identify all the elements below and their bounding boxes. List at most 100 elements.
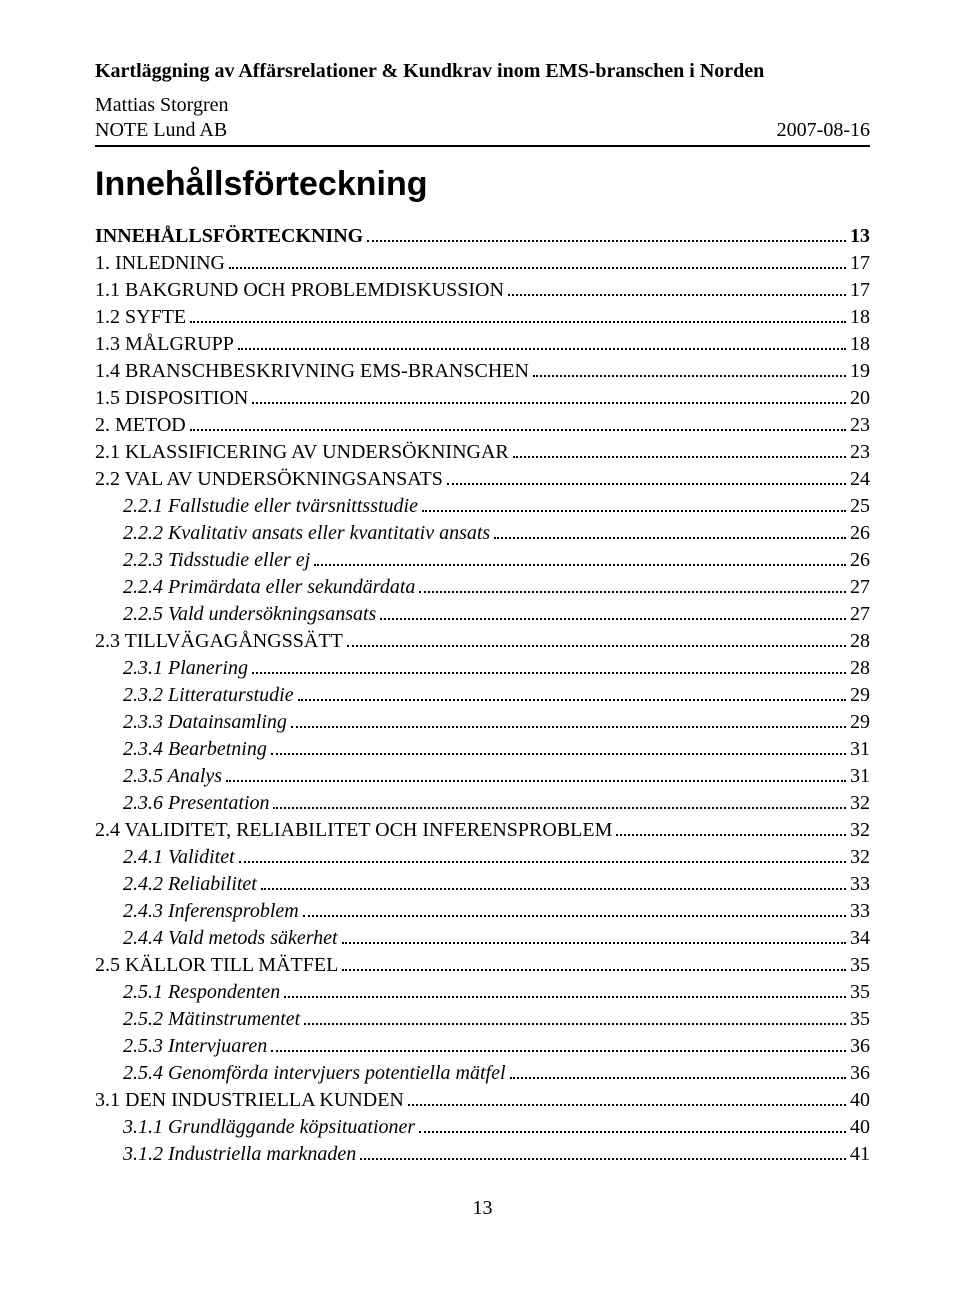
toc-entry: 1.3 MÅLGRUPP 18 (95, 330, 870, 357)
toc-entry-page: 40 (850, 1115, 870, 1140)
toc-entry-page: 26 (850, 521, 870, 546)
toc-entry-page: 32 (850, 818, 870, 843)
toc-entry: 2.3.2 Litteraturstudie 29 (95, 681, 870, 708)
toc-entry-label: 2. METOD (95, 413, 186, 438)
toc-entry: 1. INLEDNING 17 (95, 249, 870, 276)
toc-leader-dots (616, 816, 846, 836)
author-name: Mattias Storgren (95, 93, 229, 118)
header-left: Mattias Storgren NOTE Lund AB (95, 93, 229, 143)
toc-entry: 2.4.4 Vald metods säkerhet 34 (95, 924, 870, 951)
toc-entry-label: 2.3.2 Litteraturstudie (123, 683, 294, 708)
toc-leader-dots (422, 492, 846, 512)
toc-entry-label: 1.4 BRANSCHBESKRIVNING EMS-BRANSCHEN (95, 359, 529, 384)
toc-entry-page: 18 (850, 305, 870, 330)
toc-entry-label: 2.2.5 Vald undersökningsansats (123, 602, 376, 627)
toc-leader-dots (347, 627, 846, 647)
toc-entry-label: 3.1.2 Industriella marknaden (123, 1142, 356, 1167)
toc-entry: 2.4.3 Inferensproblem 33 (95, 897, 870, 924)
toc-entry-label: 2.4.2 Reliabilitet (123, 872, 257, 897)
toc-entry: INNEHÅLLSFÖRTECKNING 13 (95, 222, 870, 249)
toc-leader-dots (508, 276, 846, 296)
toc-leader-dots (252, 654, 846, 674)
page-number: 13 (95, 1197, 870, 1220)
table-of-contents: INNEHÅLLSFÖRTECKNING 131. INLEDNING 171.… (95, 222, 870, 1167)
toc-entry-page: 17 (850, 251, 870, 276)
toc-entry-page: 29 (850, 710, 870, 735)
toc-leader-dots (273, 789, 846, 809)
toc-entry-label: 2.3.3 Datainsamling (123, 710, 287, 735)
toc-leader-dots (298, 681, 846, 701)
toc-entry-label: 2.4.3 Inferensproblem (123, 899, 299, 924)
toc-entry-label: INNEHÅLLSFÖRTECKNING (95, 224, 363, 249)
toc-entry: 3.1 DEN INDUSTRIELLA KUNDEN 40 (95, 1086, 870, 1113)
toc-leader-dots (261, 870, 846, 890)
report-title: Kartläggning av Affärsrelationer & Kundk… (95, 60, 870, 83)
toc-entry: 2.3.1 Planering 28 (95, 654, 870, 681)
toc-entry-page: 13 (850, 224, 870, 249)
toc-entry-label: 2.3.5 Analys (123, 764, 222, 789)
toc-entry: 2.5.1 Respondenten 35 (95, 978, 870, 1005)
toc-entry: 2.2.5 Vald undersökningsansats 27 (95, 600, 870, 627)
toc-entry: 2.5.4 Genomförda intervjuers potentiella… (95, 1059, 870, 1086)
toc-leader-dots (342, 924, 846, 944)
toc-entry-page: 20 (850, 386, 870, 411)
toc-entry-page: 36 (850, 1034, 870, 1059)
toc-entry-label: 2.2.2 Kvalitativ ansats eller kvantitati… (123, 521, 490, 546)
toc-entry-label: 1. INLEDNING (95, 251, 225, 276)
toc-entry: 2.2.2 Kvalitativ ansats eller kvantitati… (95, 519, 870, 546)
toc-leader-dots (229, 249, 846, 269)
company-name: NOTE Lund AB (95, 118, 229, 143)
toc-entry: 2.5.3 Intervjuaren 36 (95, 1032, 870, 1059)
toc-leader-dots (380, 600, 846, 620)
toc-leader-dots (291, 708, 846, 728)
toc-entry-page: 28 (850, 656, 870, 681)
toc-entry: 2.3.4 Bearbetning 31 (95, 735, 870, 762)
toc-entry: 2.4.1 Validitet 32 (95, 843, 870, 870)
toc-entry: 1.1 BAKGRUND OCH PROBLEMDISKUSSION 17 (95, 276, 870, 303)
toc-entry: 2.5.2 Mätinstrumentet 35 (95, 1005, 870, 1032)
toc-entry-label: 2.4 VALIDITET, RELIABILITET OCH INFERENS… (95, 818, 612, 843)
toc-entry-label: 2.2.3 Tidsstudie eller ej (123, 548, 310, 573)
toc-entry-page: 17 (850, 278, 870, 303)
toc-entry: 2.3.5 Analys 31 (95, 762, 870, 789)
toc-entry-page: 27 (850, 602, 870, 627)
toc-entry-label: 2.4.4 Vald metods säkerhet (123, 926, 338, 951)
toc-entry-label: 2.5 KÄLLOR TILL MÄTFEL (95, 953, 338, 978)
toc-leader-dots (367, 222, 846, 242)
toc-entry: 3.1.2 Industriella marknaden 41 (95, 1140, 870, 1167)
toc-entry-page: 32 (850, 791, 870, 816)
toc-leader-dots (252, 384, 846, 404)
toc-entry-page: 34 (850, 926, 870, 951)
header-meta: Mattias Storgren NOTE Lund AB 2007-08-16 (95, 93, 870, 147)
toc-entry: 2.2 VAL AV UNDERSÖKNINGSANSATS 24 (95, 465, 870, 492)
toc-entry-label: 2.3.1 Planering (123, 656, 248, 681)
toc-entry-page: 19 (850, 359, 870, 384)
toc-entry-page: 28 (850, 629, 870, 654)
toc-entry-page: 24 (850, 467, 870, 492)
toc-entry-page: 33 (850, 872, 870, 897)
toc-leader-dots (284, 978, 846, 998)
toc-leader-dots (342, 951, 846, 971)
toc-leader-dots (303, 897, 846, 917)
report-date: 2007-08-16 (777, 118, 870, 143)
toc-entry-page: 35 (850, 980, 870, 1005)
toc-entry-label: 2.2.1 Fallstudie eller tvärsnittsstudie (123, 494, 418, 519)
toc-entry-page: 18 (850, 332, 870, 357)
toc-leader-dots (513, 438, 846, 458)
toc-entry-label: 2.3.4 Bearbetning (123, 737, 267, 762)
toc-entry: 1.5 DISPOSITION 20 (95, 384, 870, 411)
toc-entry: 2.1 KLASSIFICERING AV UNDERSÖKNINGAR 23 (95, 438, 870, 465)
toc-leader-dots (226, 762, 846, 782)
toc-leader-dots (360, 1140, 846, 1160)
toc-entry-page: 26 (850, 548, 870, 573)
toc-entry: 2. METOD 23 (95, 411, 870, 438)
toc-entry: 2.2.3 Tidsstudie eller ej 26 (95, 546, 870, 573)
toc-entry-page: 33 (850, 899, 870, 924)
toc-entry-label: 1.3 MÅLGRUPP (95, 332, 234, 357)
toc-entry-label: 2.3 TILLVÄGAGÅNGSSÄTT (95, 629, 343, 654)
toc-entry-page: 29 (850, 683, 870, 708)
toc-leader-dots (190, 411, 846, 431)
toc-entry: 2.4 VALIDITET, RELIABILITET OCH INFERENS… (95, 816, 870, 843)
toc-leader-dots (314, 546, 846, 566)
toc-entry-label: 2.4.1 Validitet (123, 845, 235, 870)
